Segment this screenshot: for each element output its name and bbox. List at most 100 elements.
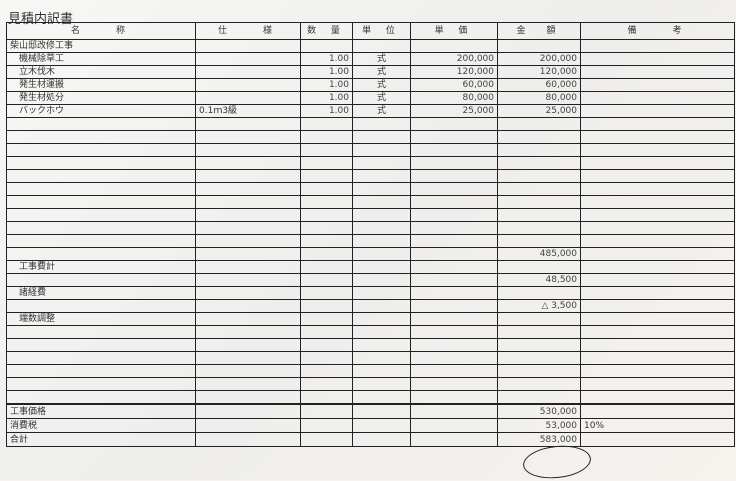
- cell-unit: [352, 117, 411, 131]
- cell-spec: [195, 182, 301, 196]
- cell-note: [580, 273, 735, 287]
- cell-note: [580, 338, 735, 352]
- cell-price: [410, 117, 498, 131]
- cell-note: [580, 182, 735, 196]
- cell-qty: [300, 351, 353, 365]
- cell-name: [6, 169, 196, 183]
- cell-name: [6, 273, 196, 287]
- cell-unit: [352, 403, 411, 419]
- cell-amount: 53,000: [497, 418, 581, 433]
- cell-qty: [300, 117, 353, 131]
- cell-amount: 583,000: [497, 432, 581, 447]
- cell-note: [580, 247, 735, 261]
- table-row: 柴山邸改修工事: [6, 39, 735, 53]
- cell-name: 発生材運搬: [6, 78, 196, 92]
- cell-note: [580, 403, 735, 419]
- table-row: [6, 117, 735, 131]
- cell-price: [410, 351, 498, 365]
- cell-price: 120,000: [410, 65, 498, 79]
- table-row: [6, 364, 735, 378]
- header-note: 備 考: [580, 22, 735, 40]
- cell-unit: 式: [352, 78, 411, 92]
- estimate-table: 名 称 仕 様 数 量 単 位 単 価 金 額 備 考 柴山邸改修工事 機械除草工…: [6, 22, 735, 447]
- cell-unit: [352, 338, 411, 352]
- cell-amount: [497, 325, 581, 339]
- cell-spec: [195, 351, 301, 365]
- total-row: 工事価格 530,000: [6, 403, 735, 419]
- table-row: [6, 338, 735, 352]
- cell-price: [410, 156, 498, 170]
- table-row: [6, 208, 735, 222]
- cell-unit: [352, 39, 411, 53]
- cell-amount: [497, 156, 581, 170]
- cell-amount: 200,000: [497, 52, 581, 66]
- cell-amount: 80,000: [497, 91, 581, 105]
- cell-unit: [352, 432, 411, 447]
- cell-name: [6, 364, 196, 378]
- table-row: [6, 182, 735, 196]
- cell-spec: [195, 403, 301, 419]
- cell-unit: 式: [352, 52, 411, 66]
- cell-amount: [497, 286, 581, 300]
- cell-name: [6, 130, 196, 144]
- cell-name: [6, 221, 196, 235]
- table-row: [6, 351, 735, 365]
- cell-qty: 1.00: [300, 104, 353, 118]
- cell-unit: [352, 299, 411, 313]
- header-price: 単 価: [410, 22, 498, 40]
- cell-spec: [195, 143, 301, 157]
- cell-spec: [195, 130, 301, 144]
- cell-qty: 1.00: [300, 52, 353, 66]
- cell-amount: [497, 364, 581, 378]
- table-row: 機械除草工 1.00 式 200,000 200,000: [6, 52, 735, 66]
- cell-spec: [195, 78, 301, 92]
- cell-name: [6, 143, 196, 157]
- cell-note: [580, 130, 735, 144]
- cell-spec: [195, 156, 301, 170]
- cell-unit: [352, 143, 411, 157]
- header-row: 名 称 仕 様 数 量 単 位 単 価 金 額 備 考: [6, 22, 735, 40]
- cell-note: [580, 234, 735, 248]
- cell-unit: [352, 182, 411, 196]
- total-row: 消費税 53,000 10%: [6, 418, 735, 433]
- cell-note: [580, 364, 735, 378]
- cell-spec: [195, 273, 301, 287]
- cell-qty: [300, 432, 353, 447]
- cell-name: [6, 390, 196, 405]
- cell-unit: [352, 169, 411, 183]
- cell-name: [6, 338, 196, 352]
- cell-name: 合計: [6, 432, 196, 447]
- cell-spec: [195, 377, 301, 391]
- cell-spec: [195, 91, 301, 105]
- cell-qty: [300, 299, 353, 313]
- cell-amount: [497, 234, 581, 248]
- cell-qty: [300, 312, 353, 326]
- cell-spec: [195, 117, 301, 131]
- cell-price: [410, 325, 498, 339]
- cell-qty: 1.00: [300, 91, 353, 105]
- cell-amount: [497, 390, 581, 405]
- cell-qty: [300, 221, 353, 235]
- cell-qty: [300, 325, 353, 339]
- cell-qty: [300, 418, 353, 433]
- cell-amount: [497, 39, 581, 53]
- cell-qty: [300, 143, 353, 157]
- cell-unit: [352, 130, 411, 144]
- cell-spec: [195, 325, 301, 339]
- cell-qty: 1.00: [300, 78, 353, 92]
- table-row: 立木伐木 1.00 式 120,000 120,000: [6, 65, 735, 79]
- cell-name: [6, 182, 196, 196]
- cell-spec: [195, 247, 301, 261]
- cell-note: [580, 377, 735, 391]
- cell-qty: [300, 364, 353, 378]
- table-row: [6, 234, 735, 248]
- table-row: [6, 221, 735, 235]
- cell-qty: 1.00: [300, 65, 353, 79]
- cell-price: [410, 390, 498, 405]
- cell-price: [410, 377, 498, 391]
- cell-amount: [497, 208, 581, 222]
- header-amount: 金 額: [497, 22, 581, 40]
- cell-spec: [195, 221, 301, 235]
- cell-qty: [300, 169, 353, 183]
- cell-note: [580, 78, 735, 92]
